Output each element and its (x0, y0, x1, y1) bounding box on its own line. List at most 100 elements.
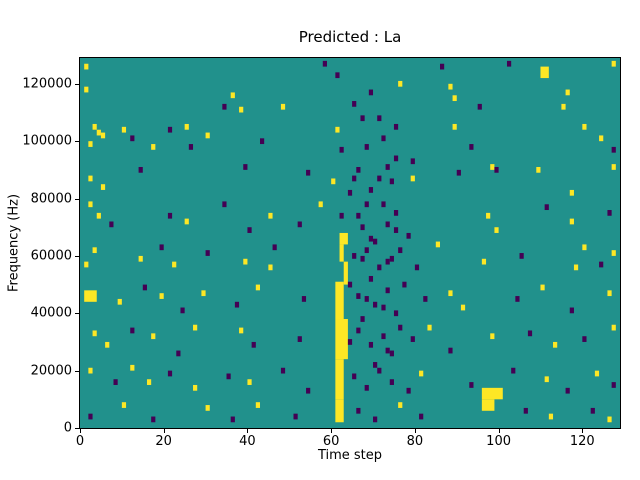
heatmap-cell-low (113, 379, 118, 385)
heatmap-cell-low (352, 253, 357, 259)
heatmap-cell-high (599, 135, 604, 142)
heatmap-cell-low (356, 407, 361, 414)
heatmap-cell-low (398, 247, 403, 254)
heatmap-cell-high (410, 175, 415, 182)
heatmap-cell-high (159, 293, 164, 299)
heatmap-cell-high (193, 384, 198, 391)
heatmap-cell-high (582, 244, 587, 251)
heatmap-cell-low (360, 115, 365, 122)
heatmap-cell-high (151, 144, 156, 150)
heatmap-cell-low (406, 232, 411, 239)
heatmap-cell-low (373, 301, 378, 308)
heatmap-cell-low (393, 227, 399, 233)
heatmap-cell-low (130, 327, 135, 334)
heatmap-cell-low (222, 103, 227, 110)
heatmap-cell-high (569, 189, 574, 196)
heatmap-cell-high (117, 298, 122, 305)
heatmap-cell-low (527, 330, 533, 337)
heatmap-cell-low (360, 316, 365, 322)
heatmap-cell-high (536, 166, 541, 173)
heatmap-cell-high (452, 123, 457, 130)
x-tick-label: 100 (486, 434, 512, 449)
heatmap-cell-low (389, 350, 394, 357)
heatmap-cell-high (335, 281, 344, 320)
heatmap-cell-low (243, 164, 248, 170)
heatmap-cell-low (377, 264, 382, 271)
heatmap-cell-high (594, 370, 600, 377)
heatmap-cell-low (368, 89, 374, 96)
heatmap-cell-low (364, 247, 369, 254)
heatmap-cell-low (469, 382, 474, 388)
heatmap-cell-low (364, 296, 369, 302)
heatmap-cell-low (142, 284, 147, 291)
heatmap-cell-high (335, 399, 344, 423)
heatmap-cell-high (544, 376, 549, 383)
heatmap-cell-low (138, 166, 143, 173)
heatmap-cell-low (381, 333, 386, 340)
y-tick-label: 20000 (30, 363, 72, 379)
heatmap-cell-high (419, 370, 424, 377)
heatmap-cell-low (280, 367, 286, 374)
heatmap-cell-low (381, 304, 386, 311)
heatmap-cell-high (146, 379, 152, 385)
y-tick-mark (75, 370, 79, 372)
heatmap-cell-high (611, 250, 616, 256)
heatmap-cell-low (347, 339, 353, 345)
heatmap-cell-low (398, 324, 403, 331)
heatmap-cell-high (88, 367, 93, 374)
heatmap-cell-high (339, 232, 348, 245)
heatmap-cell-high (184, 123, 189, 130)
x-tick-label: 60 (322, 434, 340, 449)
heatmap-cell-high (540, 284, 545, 291)
heatmap-cell-low (159, 244, 164, 251)
heatmap-cell-high (452, 95, 457, 102)
heatmap-cell-high (490, 333, 495, 340)
heatmap-cell-high (84, 63, 89, 70)
heatmap-cell-low (297, 336, 302, 342)
heatmap-cell-low (423, 296, 428, 302)
heatmap-cell-high (553, 341, 558, 348)
x-tick-mark (163, 429, 165, 433)
y-tick-label: 100000 (22, 133, 72, 149)
heatmap-cell-high (335, 126, 340, 133)
heatmap-cell-low (377, 367, 382, 374)
heatmap-cell-low (205, 250, 210, 256)
x-tick-mark (80, 429, 81, 433)
heatmap-cell-low (385, 221, 390, 228)
heatmap-cell-high (138, 255, 143, 262)
heatmap-cell-low (347, 189, 353, 196)
heatmap-cell-high (96, 129, 101, 136)
heatmap-cell-high (96, 212, 101, 219)
heatmap-cell-low (469, 144, 474, 150)
heatmap-cell-low (364, 144, 369, 150)
heatmap-cell-low (356, 327, 361, 334)
heatmap-cell-high (481, 399, 495, 411)
heatmap-cell-low (109, 221, 114, 228)
heatmap-cell-low (230, 416, 235, 423)
heatmap-cell-low (368, 341, 374, 348)
heatmap-cell-high (335, 359, 344, 400)
x-tick-mark (331, 429, 333, 433)
heatmap-cell-low (456, 169, 461, 176)
heatmap-cell-high (548, 413, 554, 420)
heatmap-cell-low (222, 201, 227, 208)
heatmap-cell-low (410, 336, 415, 342)
heatmap-cell-low (272, 244, 277, 251)
heatmap-cell-high (193, 324, 198, 331)
heatmap-cell-low (599, 261, 604, 268)
heatmap-cell-low (356, 212, 361, 219)
heatmap-cell-low (377, 175, 382, 182)
x-tick-mark (247, 429, 249, 433)
heatmap-cell-low (373, 416, 378, 423)
heatmap-cell-high (448, 83, 453, 90)
heatmap-cell-high (582, 123, 587, 130)
heatmap-cell-high (569, 218, 574, 225)
heatmap-cell-low (385, 287, 390, 294)
heatmap-cell-high (84, 261, 89, 268)
heatmap-cell-high (540, 66, 549, 79)
heatmap-cell-low (406, 387, 411, 394)
y-tick-mark (75, 83, 79, 85)
heatmap-cell-low (565, 387, 570, 394)
heatmap-cell-low (393, 123, 399, 130)
heatmap-cell-low (544, 204, 549, 211)
